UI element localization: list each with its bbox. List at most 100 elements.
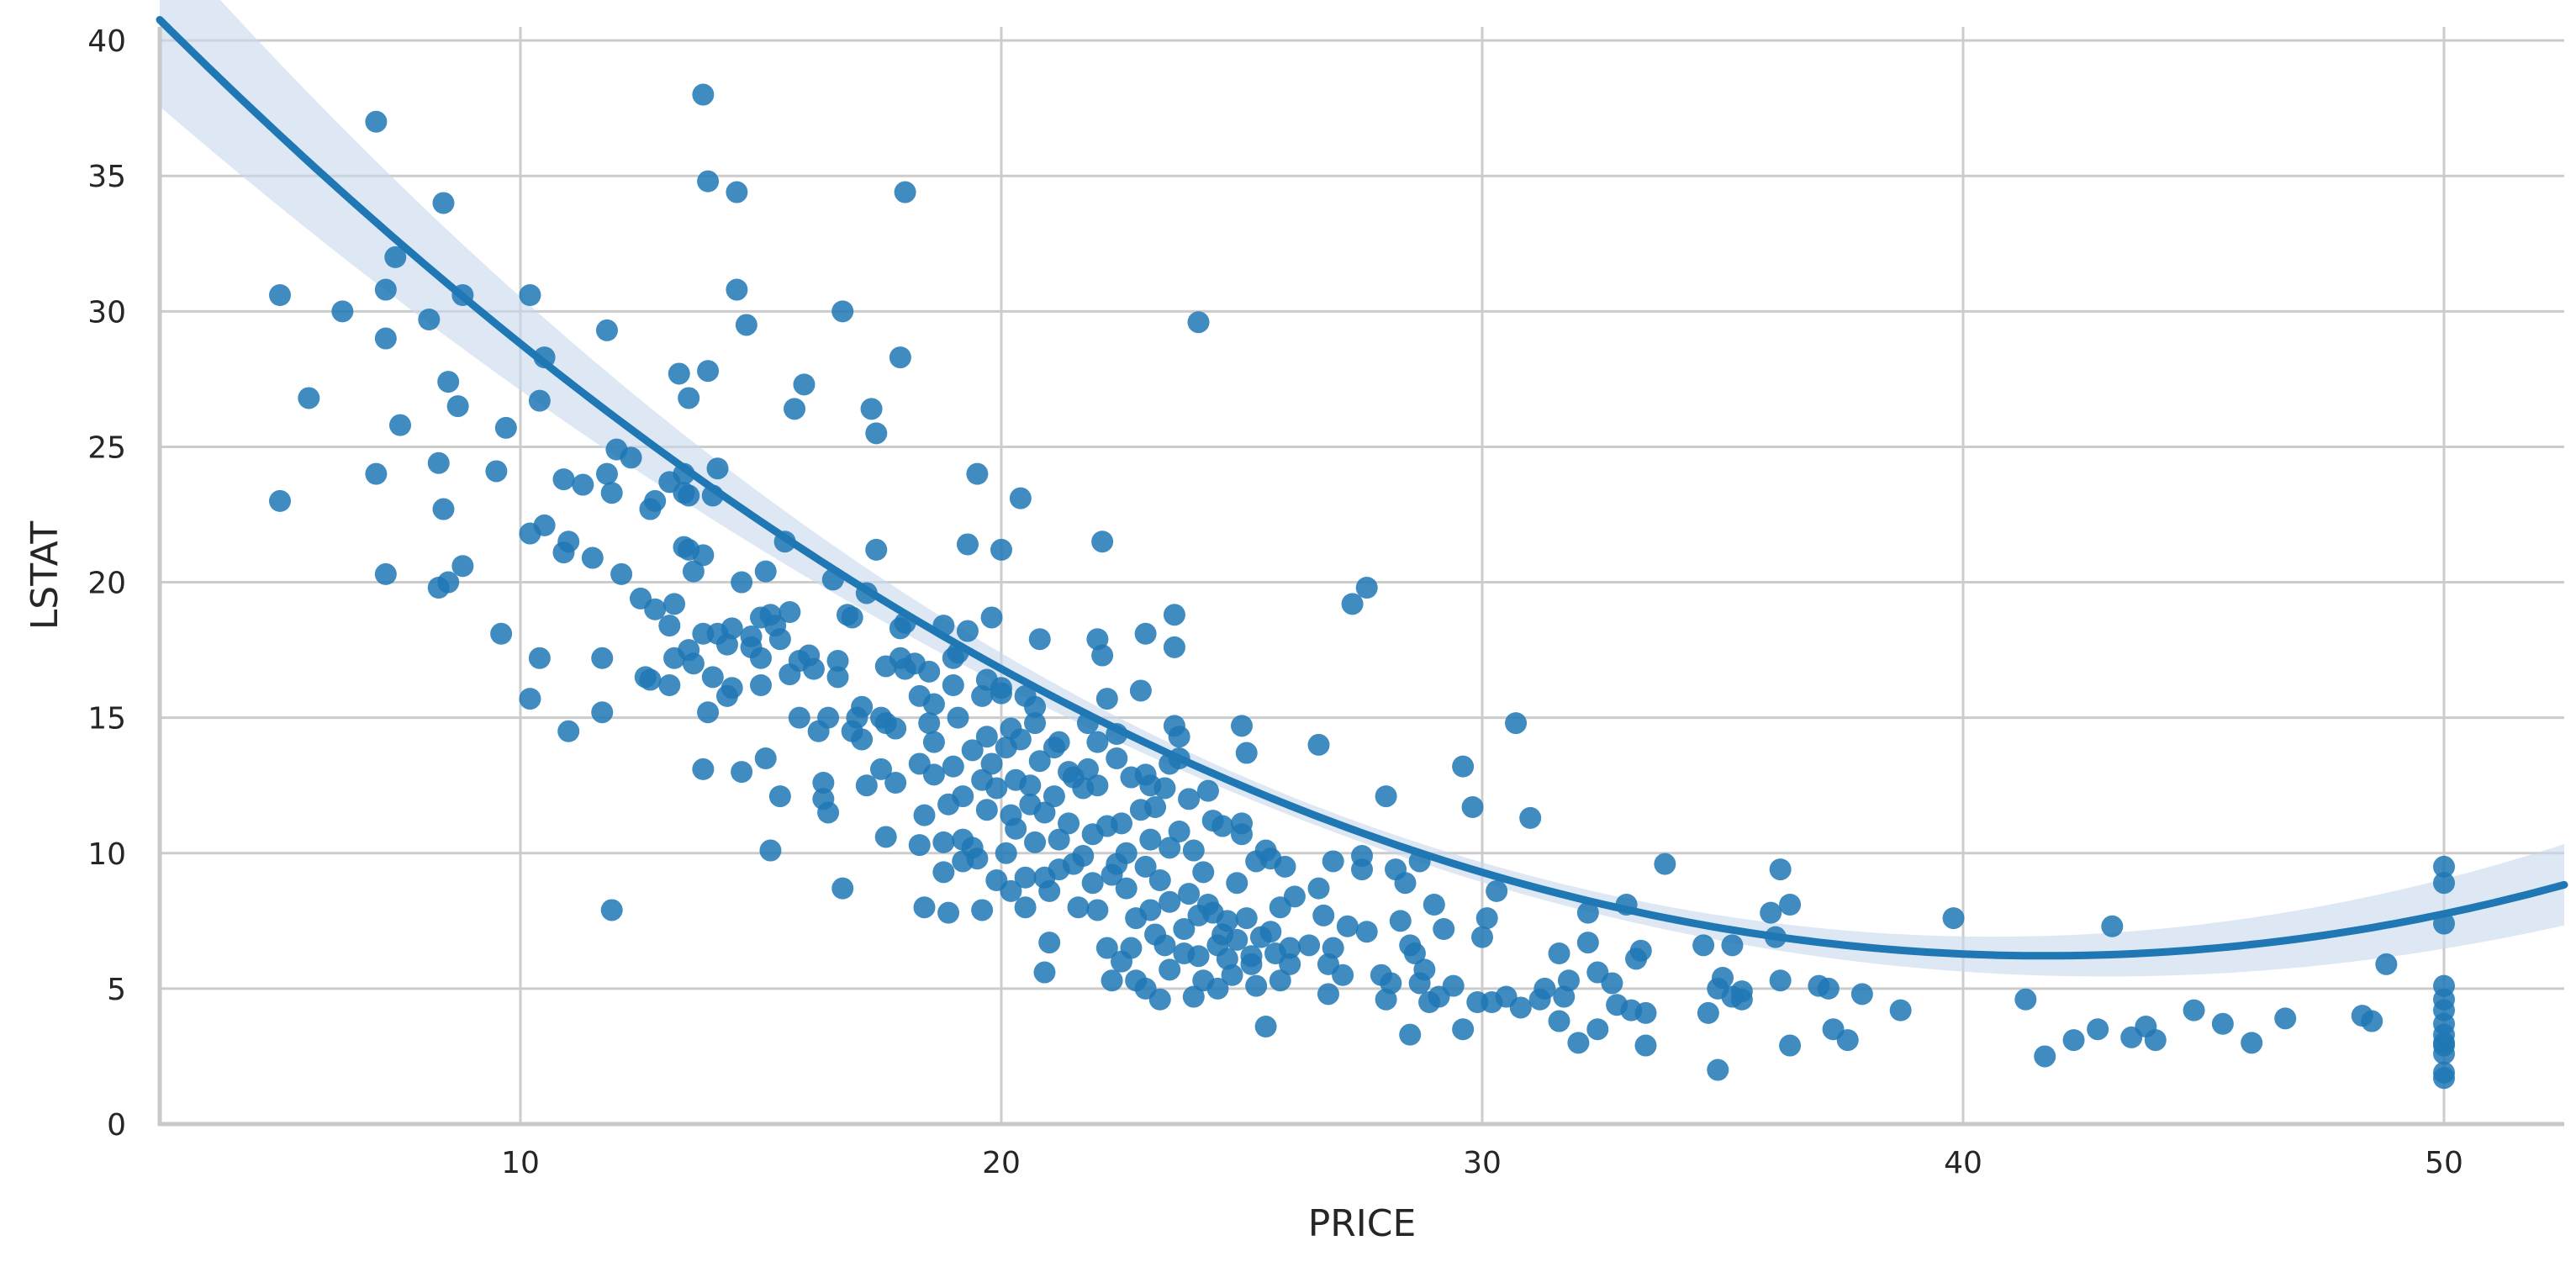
data-point (1322, 850, 1344, 873)
data-point (1279, 953, 1301, 975)
data-point (1226, 928, 1248, 951)
data-point (1380, 972, 1402, 995)
data-point (2211, 1012, 2234, 1035)
data-point (750, 674, 772, 696)
data-point (918, 712, 941, 735)
data-point (1779, 894, 1802, 916)
data-point (1721, 934, 1744, 957)
data-point (389, 414, 411, 436)
data-point (663, 593, 686, 615)
data-point (591, 701, 614, 724)
data-point (581, 546, 604, 569)
data-point (557, 720, 580, 742)
data-point (1769, 969, 1792, 992)
data-point (918, 660, 941, 683)
data-point (788, 706, 810, 729)
data-point (1067, 896, 1090, 919)
data-point (1014, 866, 1037, 889)
data-point (889, 346, 911, 369)
y-tick-label: 25 (87, 430, 126, 465)
data-point (658, 615, 681, 637)
data-point (1120, 937, 1143, 959)
data-point (2062, 1029, 2085, 1052)
data-point (870, 758, 892, 780)
data-point (1235, 742, 1258, 764)
regression-line (156, 16, 2568, 960)
data-point (1178, 788, 1201, 810)
data-point (1452, 1018, 1475, 1041)
y-tick-label: 10 (87, 837, 126, 872)
data-point (384, 245, 407, 268)
data-point (841, 606, 863, 629)
data-point (1322, 937, 1344, 959)
data-point (682, 652, 705, 675)
data-point (768, 785, 791, 808)
data-point (980, 606, 1003, 629)
data-point (1254, 1016, 1277, 1037)
data-point (1567, 1032, 1590, 1054)
data-point (860, 398, 883, 420)
data-point (692, 758, 715, 780)
data-point (437, 571, 460, 594)
data-point (1654, 853, 1676, 875)
data-point (913, 804, 936, 826)
data-point (668, 362, 690, 385)
data-point (374, 327, 397, 350)
data-point (1009, 487, 1032, 509)
data-point (697, 170, 720, 193)
data-point (932, 861, 955, 884)
data-point (1351, 858, 1373, 881)
data-point (980, 752, 1003, 775)
data-point (485, 460, 508, 483)
data-point (692, 83, 715, 106)
data-point (784, 398, 806, 420)
data-point (937, 901, 960, 924)
data-point (2144, 1029, 2167, 1052)
data-point (956, 620, 979, 642)
data-point (1168, 821, 1190, 842)
data-point (1576, 932, 1599, 954)
data-point (1850, 983, 1873, 1006)
data-point (1307, 733, 1330, 756)
y-tick-label: 40 (87, 24, 126, 59)
data-point (446, 395, 469, 418)
data-point (1159, 958, 1181, 981)
data-point (644, 489, 667, 512)
data-point (956, 533, 979, 556)
data-point (1144, 796, 1167, 818)
data-point (922, 763, 945, 786)
data-point (1486, 879, 1508, 902)
data-point (269, 284, 291, 306)
data-point (1086, 774, 1109, 797)
data-point (735, 314, 757, 336)
data-point (1014, 896, 1037, 919)
x-tick-label: 10 (501, 1146, 540, 1180)
data-point (1091, 644, 1114, 667)
data-point (1519, 806, 1542, 829)
data-point (922, 731, 945, 753)
data-point (1139, 828, 1162, 851)
data-point (985, 777, 1008, 800)
x-axis-title: PRICE (1308, 1202, 1417, 1245)
data-point (620, 446, 642, 469)
data-point (1196, 779, 1219, 802)
data-point (706, 457, 729, 480)
data-point (1211, 815, 1234, 837)
data-point (2014, 988, 2037, 1011)
data-point (1274, 855, 1296, 878)
data-point (1332, 963, 1354, 986)
data-point (754, 747, 777, 769)
data-point (1475, 907, 1498, 930)
data-point (519, 688, 541, 710)
data-point (1817, 977, 1840, 1000)
data-point (374, 278, 397, 301)
data-point (1148, 869, 1171, 891)
data-point (1076, 758, 1099, 780)
data-point (1461, 796, 1484, 818)
data-point (1471, 926, 1493, 948)
data-point (2034, 1045, 2056, 1068)
data-point (855, 774, 878, 797)
data-point (1336, 915, 1359, 937)
data-point (1048, 828, 1070, 851)
